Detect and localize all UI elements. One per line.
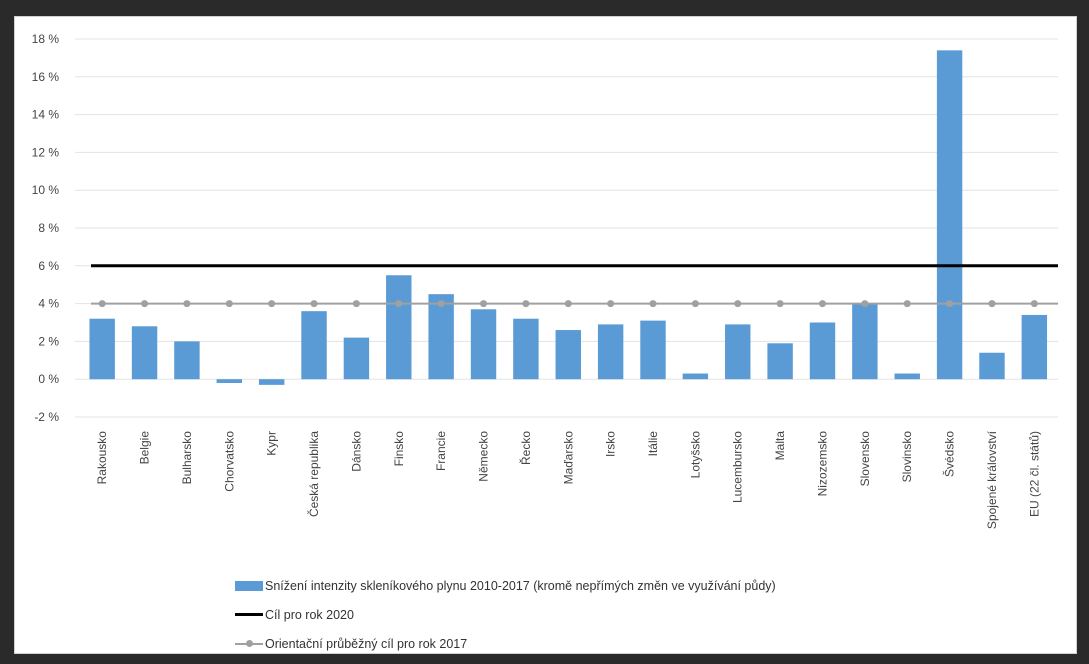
bar [979,352,1005,380]
x-category-label: Lucembursko [731,431,745,503]
bar [216,379,243,383]
bar-chart: 18 % 16 % 14 % 12 % 10 % 8 % 6 % 4 % 2 % 0 % -2 % R… [32,32,1058,529]
bar [936,50,963,380]
y-tick-label: 2 % [38,334,59,348]
x-category-label: Rakousko [95,431,109,485]
target-2017-marker [903,300,911,308]
x-category-label: Finsko [392,431,406,467]
x-category-label: Belgie [138,431,152,465]
x-category-label: Řecko [518,431,533,465]
target-2017-marker [946,300,954,308]
bar [343,337,370,380]
target-2017-marker [564,300,572,308]
bar [767,343,793,380]
x-category-label: Dánsko [349,431,363,472]
bar [513,318,539,380]
bar [852,303,878,380]
legend-target-2020-label: Cíl pro rok 2020 [265,607,354,622]
x-category-label: Česká republika [306,431,321,517]
bar [809,322,836,380]
y-tick-label: -2 % [34,410,59,424]
y-tick-label: 10 % [32,183,60,197]
x-category-label: Bulharsko [180,431,194,485]
bar [301,311,327,380]
y-tick-label: 6 % [38,259,59,273]
legend-bar-label: Snížení intenzity skleníkového plynu 201… [265,578,776,593]
target-2017-marker [522,300,530,308]
bar [725,324,751,380]
y-tick-label: 4 % [38,297,59,311]
bar [131,326,158,380]
target-2017-marker [352,300,360,308]
x-category-label: Německo [477,431,491,482]
target-2017-marker [437,300,445,308]
x-category-label: Irsko [604,431,618,457]
x-category-label: Maďarsko [561,431,575,485]
x-category-label: Nizozemsko [815,431,829,497]
target-2017-marker [649,300,657,308]
legend-line-swatch [235,613,263,616]
target-2017-marker [310,300,318,308]
legend-target-2017-label: Orientační průběžný cíl pro rok 2017 [265,636,468,651]
x-category-label: Malta [773,431,787,461]
bar [428,294,454,380]
target-2017-marker [818,300,826,308]
bar [640,320,666,380]
x-category-label: EU (22 čl. států) [1027,431,1041,517]
bar [597,324,624,380]
x-category-label: Slovinsko [900,431,914,483]
y-tick-label: 16 % [32,70,60,84]
target-2017-marker [141,300,149,308]
x-category-label: Itálie [646,431,660,457]
x-category-label: Spojené království [985,430,999,529]
bar [174,341,200,380]
legend-marker-line-swatch [235,639,263,647]
x-category-label: Lotyšsko [688,431,702,479]
bar [258,379,285,385]
target-2017-marker [988,300,996,308]
bar [555,330,581,380]
bar [894,373,920,380]
target-2017-marker [1030,300,1038,308]
bar [89,318,115,380]
chart-frame: 18 % 16 % 14 % 12 % 10 % 8 % 6 % 4 % 2 % 0 % -2 % R… [14,16,1077,654]
y-tick-label: 12 % [32,145,60,159]
x-category-label: Chorvatsko [222,431,236,492]
target-2017-marker [776,300,784,308]
x-category-label: Kypr [265,431,279,456]
chart-legend: Snížení intenzity skleníkového plynu 201… [235,571,776,658]
target-2017-marker [480,300,488,308]
x-category-label: Švédsko [942,431,957,477]
target-2017-marker [225,300,233,308]
y-tick-label: 14 % [32,108,60,122]
target-2017-marker [607,300,615,308]
target-2017-marker [98,300,106,308]
y-tick-label: 0 % [38,372,59,386]
bar [386,275,412,380]
legend-bar-swatch [235,580,263,591]
y-tick-label: 8 % [38,221,59,235]
target-2017-marker [691,300,699,308]
bar [470,309,497,380]
x-category-label: Francie [434,431,448,471]
target-2017-marker [268,300,276,308]
legend-item-target-2020: Cíl pro rok 2020 [235,600,776,629]
target-2017-marker [861,300,869,308]
target-2017-marker [183,300,191,308]
legend-item-bars: Snížení intenzity skleníkového plynu 201… [235,571,776,600]
bar [682,373,709,380]
legend-item-target-2017: Orientační průběžný cíl pro rok 2017 [235,629,776,658]
y-tick-label: 18 % [32,32,60,46]
bar [1021,314,1048,380]
target-2017-marker [734,300,742,308]
target-2017-marker [395,300,403,308]
x-category-label: Slovensko [858,431,872,487]
